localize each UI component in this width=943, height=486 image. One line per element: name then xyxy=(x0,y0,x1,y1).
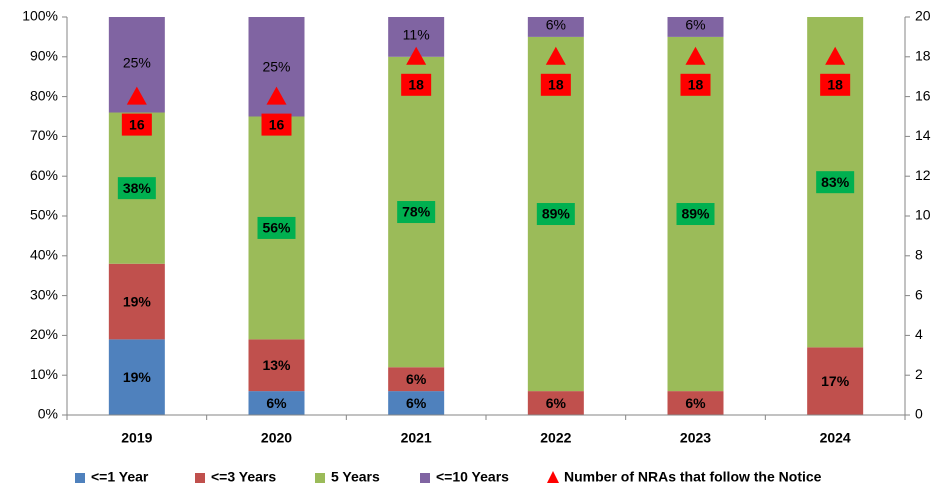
y-tick-label: 90% xyxy=(30,48,58,64)
bar-segment xyxy=(527,17,584,37)
triangle-marker xyxy=(126,86,147,105)
data-label: 83% xyxy=(821,174,850,190)
bar-segment xyxy=(807,347,864,415)
data-label: 56% xyxy=(262,220,291,236)
data-label: 18 xyxy=(688,77,704,93)
bar-segment xyxy=(388,391,445,415)
x-tick-label: 2024 xyxy=(820,430,851,446)
legend-swatch xyxy=(195,473,205,483)
label-box xyxy=(117,177,156,200)
data-label: 17% xyxy=(821,373,850,389)
y2-tick-label: 20 xyxy=(915,8,931,24)
legend-swatch xyxy=(315,473,325,483)
legend-label: <=1 Year xyxy=(91,469,149,485)
label-box xyxy=(121,113,152,136)
bar-segment xyxy=(388,367,445,392)
triangle-marker xyxy=(406,46,427,65)
x-tick-label: 2019 xyxy=(121,430,152,446)
y-tick-label: 60% xyxy=(30,167,58,183)
data-label: 6% xyxy=(685,395,706,411)
y2-tick-label: 10 xyxy=(915,207,931,223)
y2-tick-label: 8 xyxy=(915,247,923,263)
data-label: 13% xyxy=(262,357,291,373)
legend-swatch xyxy=(420,473,430,483)
x-tick-label: 2023 xyxy=(680,430,711,446)
data-label: 6% xyxy=(406,371,427,387)
bar-segment xyxy=(108,339,165,415)
data-label: 78% xyxy=(402,204,431,220)
triangle-marker xyxy=(266,86,287,105)
y2-tick-label: 18 xyxy=(915,48,931,64)
legend-label: 5 Years xyxy=(331,469,380,485)
y-tick-label: 40% xyxy=(30,247,58,263)
data-label: 18 xyxy=(548,77,564,93)
y2-tick-label: 6 xyxy=(915,286,923,302)
x-tick-label: 2021 xyxy=(401,430,432,446)
data-label: 25% xyxy=(123,54,151,70)
label-box xyxy=(540,73,571,96)
data-label: 6% xyxy=(546,395,567,411)
triangle-marker xyxy=(825,46,846,65)
y2-tick-label: 14 xyxy=(915,127,931,143)
data-label: 6% xyxy=(685,17,705,33)
label-box xyxy=(680,73,711,96)
data-label: 6% xyxy=(546,17,566,33)
data-label: 38% xyxy=(123,180,152,196)
data-label: 19% xyxy=(123,369,152,385)
bar-segment xyxy=(248,339,305,392)
data-label: 18 xyxy=(827,77,843,93)
triangle-marker xyxy=(545,46,566,65)
data-label: 89% xyxy=(681,206,710,222)
label-box xyxy=(401,73,432,96)
y-tick-label: 20% xyxy=(30,326,58,342)
bar-segment xyxy=(108,263,165,340)
bar-segment xyxy=(527,391,584,415)
x-tick-label: 2022 xyxy=(540,430,571,446)
legend-label: <=10 Years xyxy=(436,469,509,485)
data-label: 19% xyxy=(123,293,152,309)
y2-tick-label: 0 xyxy=(915,406,923,422)
data-label: 18 xyxy=(408,77,424,93)
data-label: 11% xyxy=(403,27,430,43)
y-tick-label: 80% xyxy=(30,87,58,103)
y2-tick-label: 4 xyxy=(915,326,923,342)
data-label: 16 xyxy=(269,116,285,132)
x-tick-label: 2020 xyxy=(261,430,292,446)
label-box xyxy=(397,201,436,224)
bar-segment xyxy=(667,391,724,415)
y-tick-label: 10% xyxy=(30,366,58,382)
y-tick-label: 0% xyxy=(38,406,58,422)
label-box xyxy=(820,73,851,96)
label-box xyxy=(261,113,292,136)
label-box xyxy=(257,216,296,239)
y-tick-label: 70% xyxy=(30,127,58,143)
data-label: 25% xyxy=(262,58,290,74)
y2-tick-label: 16 xyxy=(915,87,931,103)
data-label: 6% xyxy=(406,395,427,411)
legend-label: Number of NRAs that follow the Notice xyxy=(564,469,822,485)
bar-segment xyxy=(248,391,305,415)
plot-area xyxy=(108,17,864,415)
y2-tick-label: 12 xyxy=(915,167,931,183)
bar-segment xyxy=(667,17,724,37)
y2-tick-label: 2 xyxy=(915,366,923,382)
label-box xyxy=(536,203,575,226)
label-box xyxy=(816,171,855,194)
label-box xyxy=(676,203,715,226)
data-label: 89% xyxy=(542,206,571,222)
data-label: 6% xyxy=(266,395,287,411)
y-tick-label: 100% xyxy=(22,8,58,24)
y-tick-label: 50% xyxy=(30,207,58,223)
data-label: 16 xyxy=(129,116,145,132)
legend-label: <=3 Years xyxy=(211,469,276,485)
triangle-marker xyxy=(685,46,706,65)
legend-swatch xyxy=(75,473,85,483)
legend-marker xyxy=(547,471,559,483)
y-tick-label: 30% xyxy=(30,286,58,302)
